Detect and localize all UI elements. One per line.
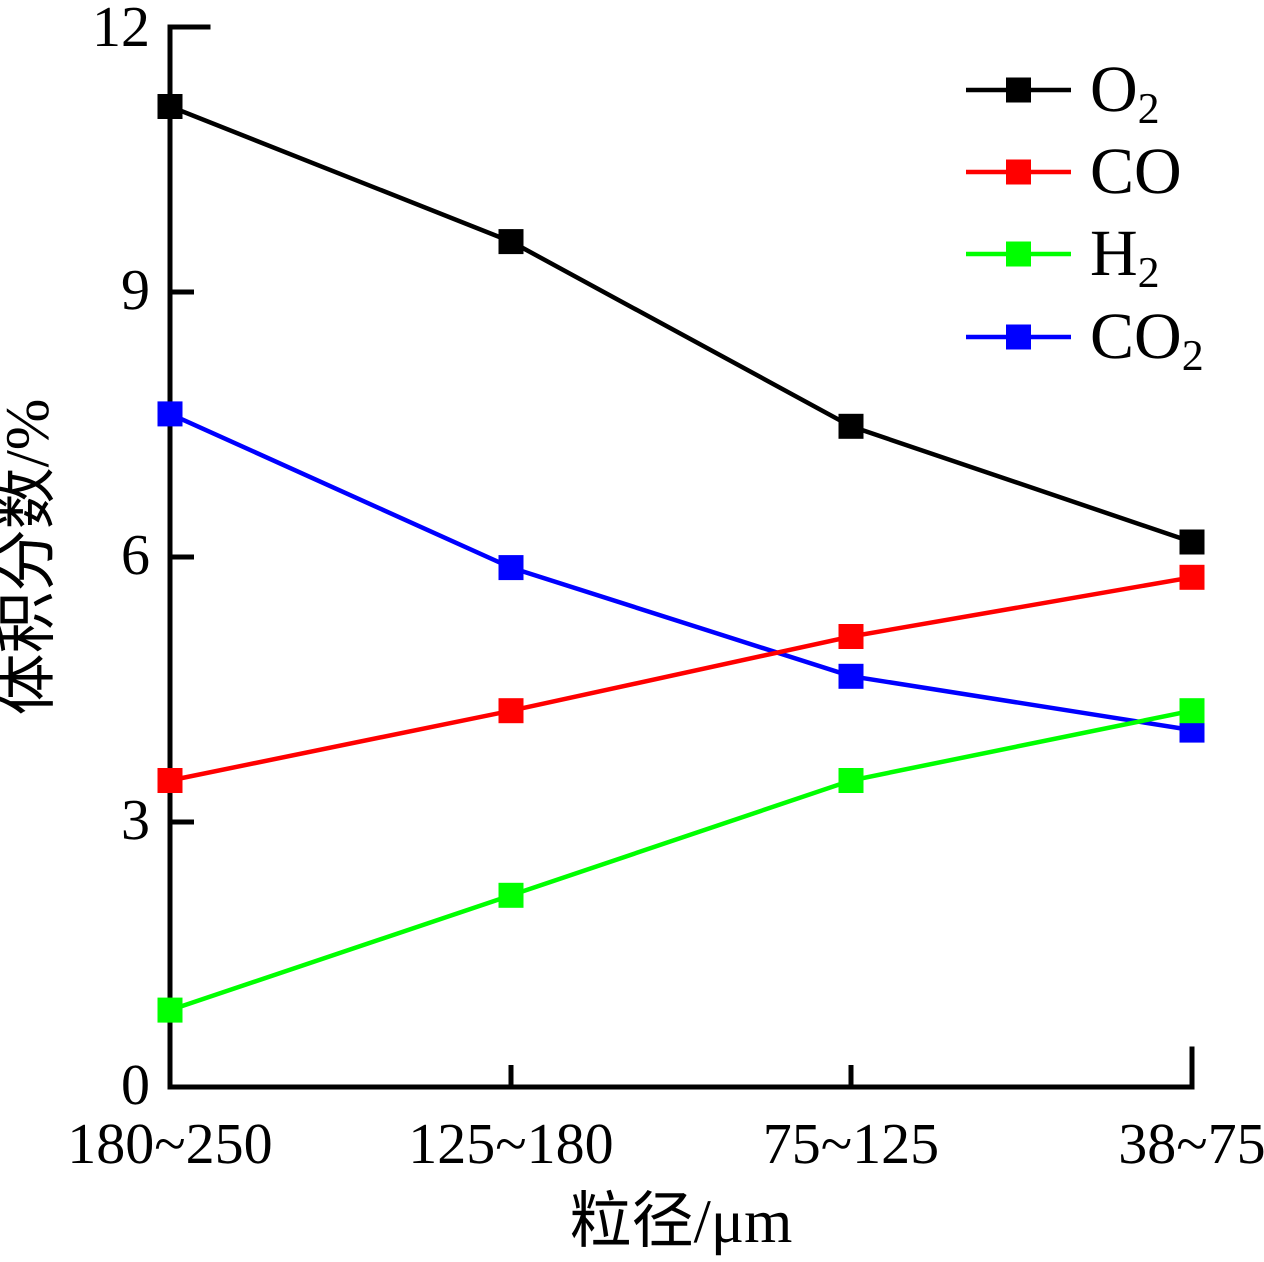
svg-text:9: 9 <box>121 257 150 322</box>
svg-text:6: 6 <box>121 522 150 587</box>
svg-text:CO: CO <box>1090 135 1182 208</box>
svg-text:0: 0 <box>121 1052 150 1117</box>
svg-text:75~125: 75~125 <box>763 1111 939 1176</box>
svg-text:125~180: 125~180 <box>408 1111 613 1176</box>
svg-text:180~250: 180~250 <box>67 1111 272 1176</box>
svg-text:体积分数/%: 体积分数/% <box>0 399 62 716</box>
svg-text:12: 12 <box>92 0 150 59</box>
svg-text:3: 3 <box>121 787 150 852</box>
svg-text:38~75: 38~75 <box>1118 1111 1264 1176</box>
svg-text:粒径/μm: 粒径/μm <box>570 1188 793 1256</box>
